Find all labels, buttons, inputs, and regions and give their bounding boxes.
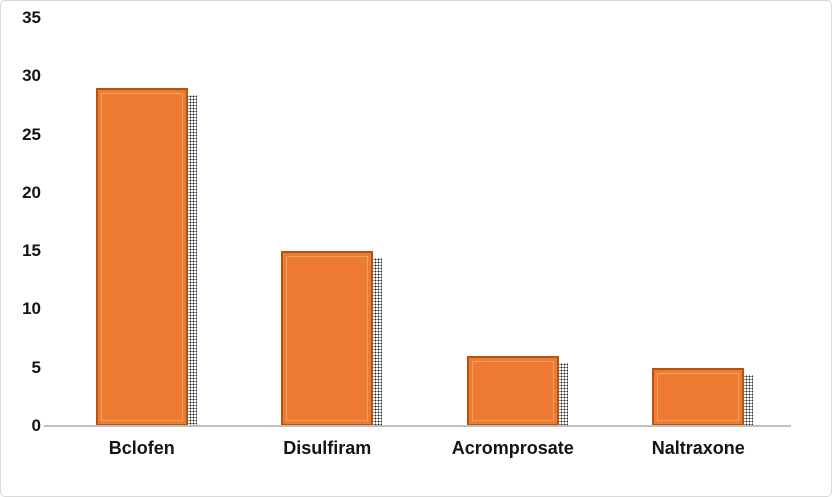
bar bbox=[95, 87, 188, 426]
bar-inner-outline bbox=[471, 361, 554, 421]
y-tick-label: 30 bbox=[22, 66, 41, 86]
bar-inner-outline bbox=[286, 256, 369, 421]
plot-area bbox=[44, 18, 791, 427]
bar-inner-outline bbox=[657, 372, 740, 421]
category-label: Bclofen bbox=[108, 438, 175, 458]
x-axis: Bclofen Disulfiram Acromprosate Naltraxone bbox=[49, 437, 791, 465]
x-axis-line bbox=[44, 425, 791, 427]
y-tick-label: 10 bbox=[22, 299, 41, 319]
y-tick-label: 0 bbox=[31, 416, 41, 435]
y-axis: 0 5 10 15 20 25 30 35 bbox=[1, 9, 41, 435]
bar bbox=[652, 367, 745, 426]
y-tick-label: 5 bbox=[31, 357, 41, 377]
y-tick-label: 35 bbox=[22, 8, 41, 27]
bar bbox=[281, 251, 374, 426]
y-tick-label: 20 bbox=[22, 182, 41, 202]
category-label: Disulfiram bbox=[283, 438, 372, 458]
y-tick-label: 15 bbox=[22, 241, 41, 261]
bar bbox=[466, 356, 559, 426]
y-tick-label: 25 bbox=[22, 124, 41, 144]
bar-inner-outline bbox=[100, 92, 183, 421]
category-label: Acromprosate bbox=[451, 438, 574, 458]
bars-area bbox=[49, 18, 791, 426]
category-label: Naltraxone bbox=[651, 438, 745, 458]
